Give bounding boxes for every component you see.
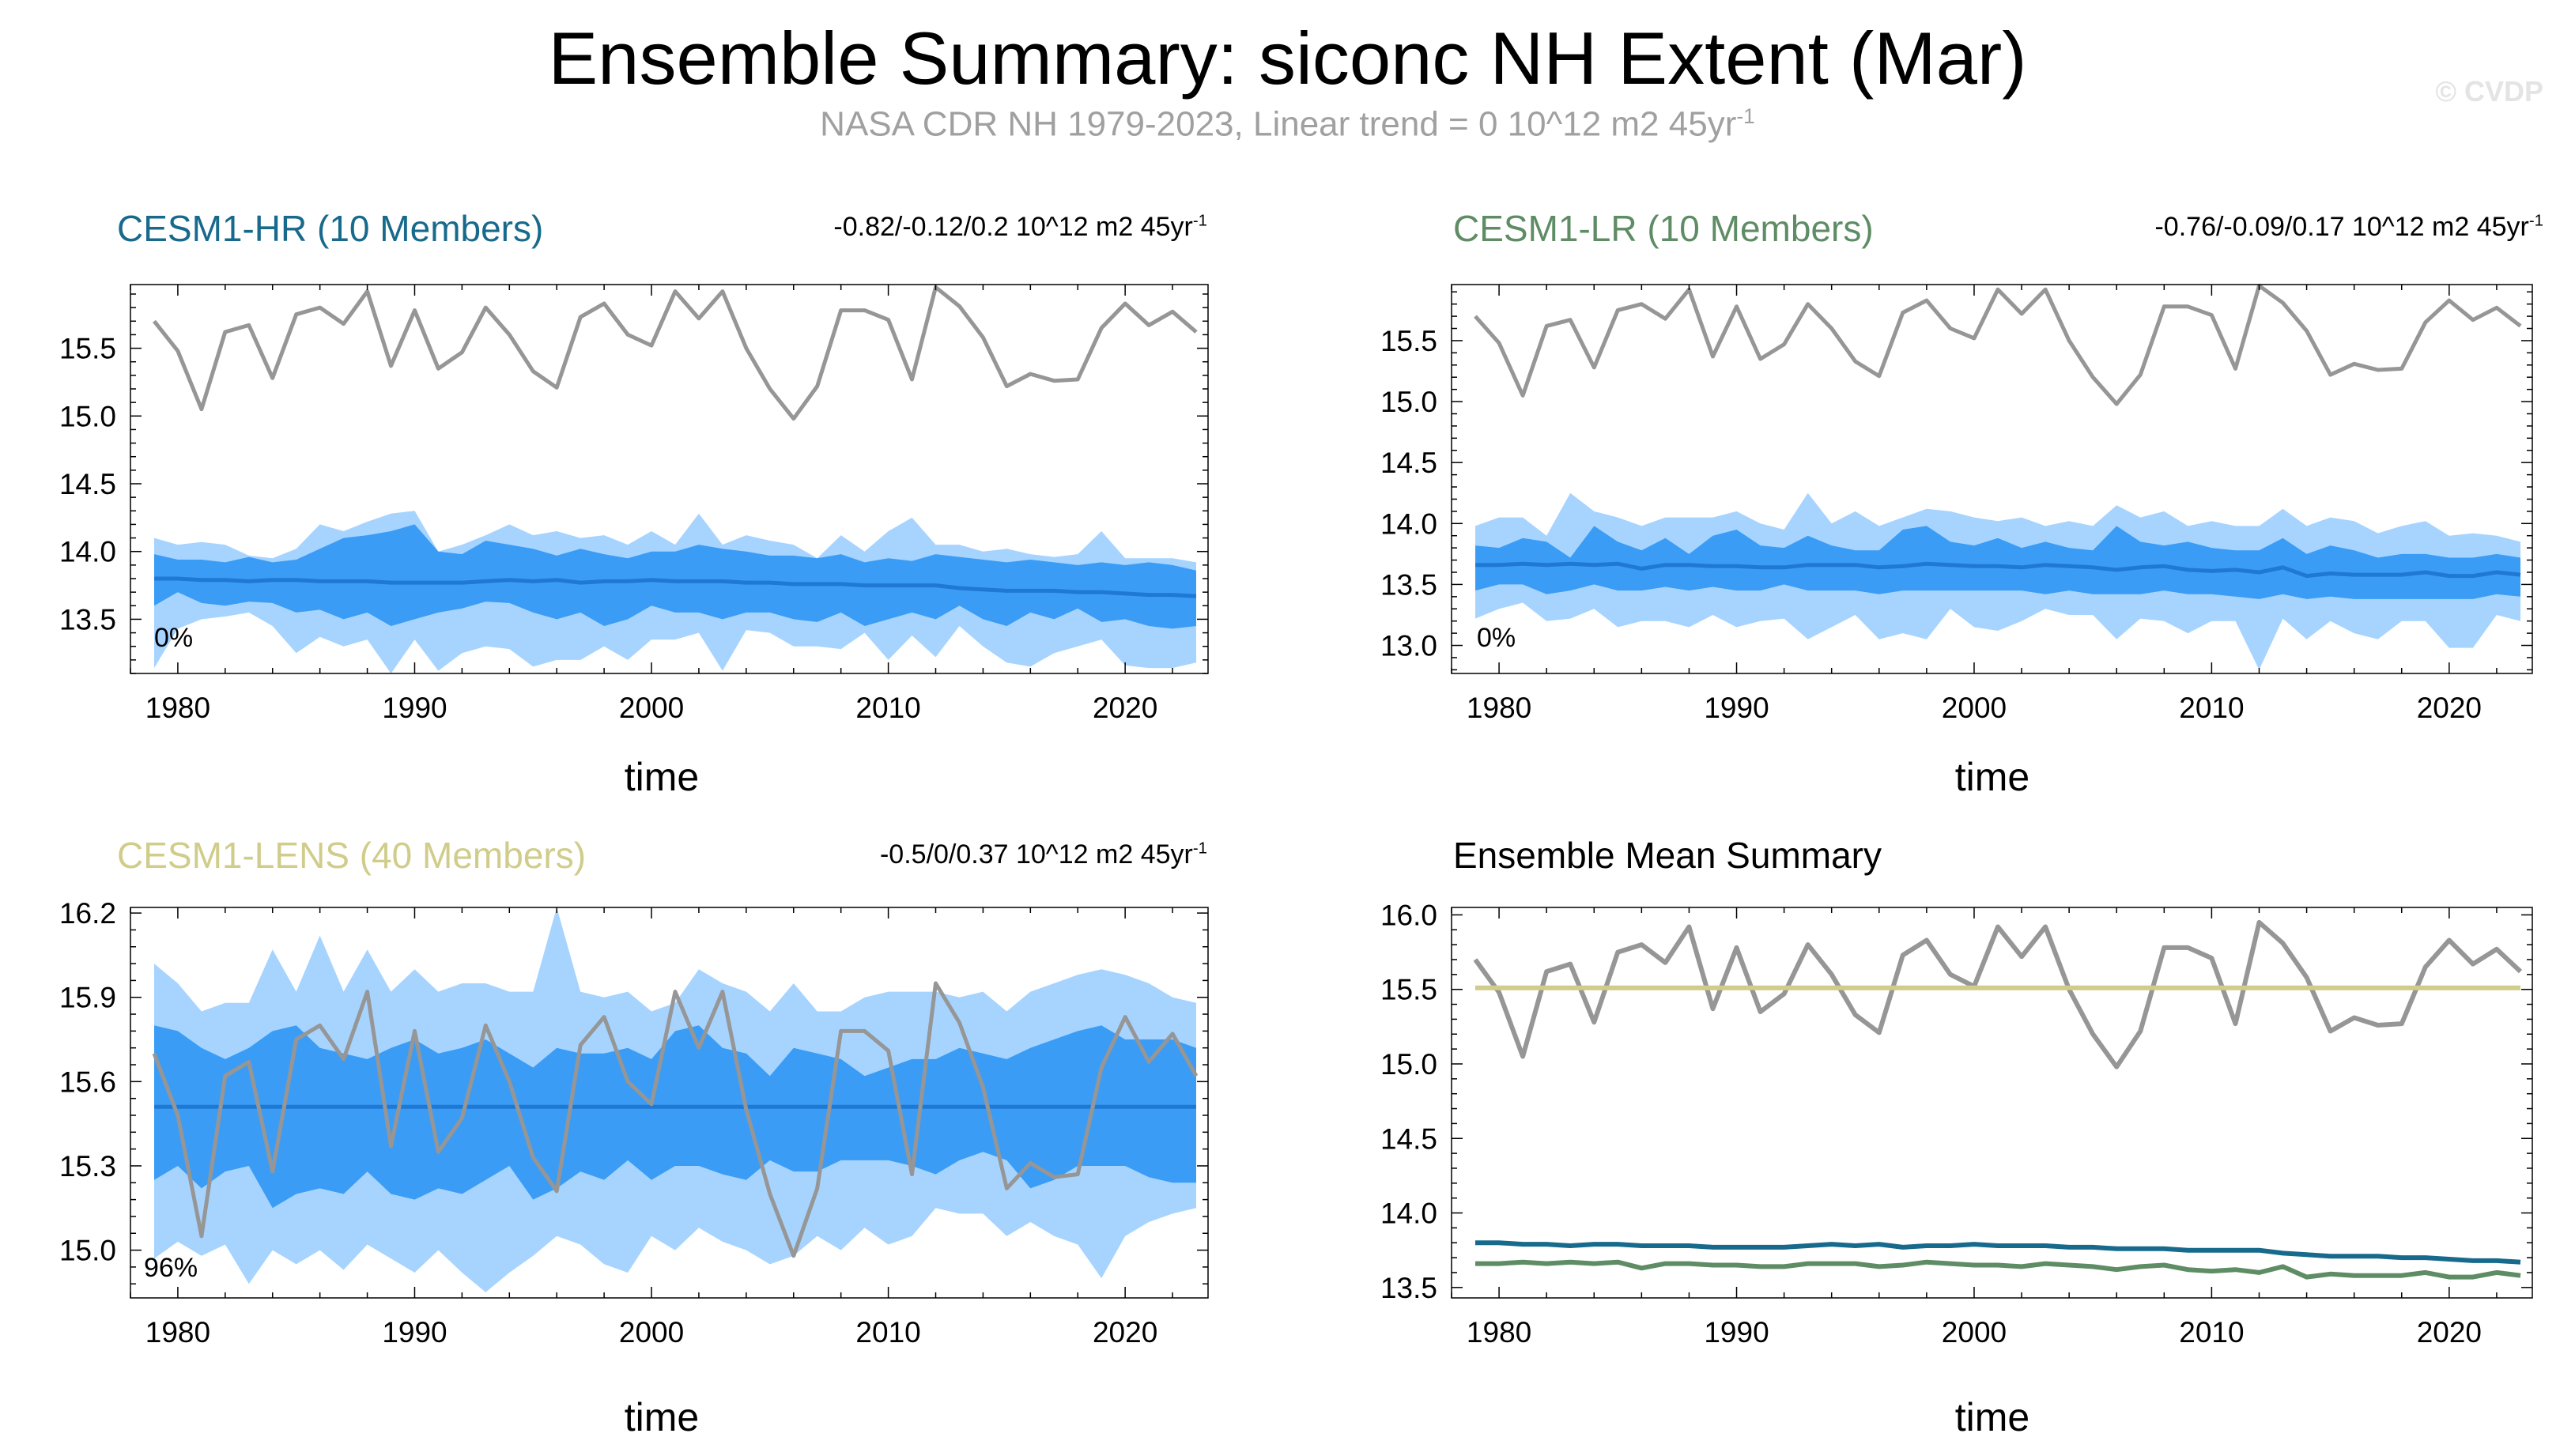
- band-10-90: [154, 1025, 1196, 1209]
- trend-exponent: -1: [2528, 212, 2543, 230]
- x-tick-label: 2020: [2417, 1316, 2482, 1348]
- x-axis-title: time: [1955, 755, 2029, 799]
- ensemble-mean-line: [1475, 561, 2521, 579]
- y-tick-label: 13.5: [1380, 568, 1437, 601]
- trend-exponent: -1: [1192, 839, 1207, 858]
- y-tick-label: 13.0: [1380, 630, 1437, 662]
- y-tick-label: 14.5: [1380, 1122, 1437, 1155]
- percent-label: 96%: [144, 1253, 198, 1283]
- x-tick-label: 1990: [1704, 1316, 1769, 1348]
- panel-trend-lens: -0.5/0/0.37 10^12 m2 45yr-1: [880, 839, 1207, 870]
- x-tick-label: 1990: [382, 1316, 447, 1348]
- x-tick-label: 2010: [855, 692, 920, 724]
- trend-exponent: -1: [1192, 212, 1207, 230]
- y-tick-label: 14.0: [1380, 507, 1437, 540]
- y-tick-label: 15.6: [59, 1066, 116, 1098]
- watermark: © CVDP: [2435, 75, 2543, 108]
- plot-frame: [130, 284, 1209, 674]
- chart-ensemble-mean-summary: 1980 1990 2000 2010 2020 13.5 14.0 14.5 15.0 15.5…: [1380, 899, 2533, 1439]
- percent-label: 0%: [154, 623, 193, 653]
- y-tick-label: 15.5: [59, 333, 116, 365]
- x-tick-label: 2000: [1942, 692, 2007, 724]
- y-tick-label: 16.2: [59, 897, 116, 930]
- percent-label: 0%: [1477, 623, 1516, 653]
- y-tick-label: 14.0: [1380, 1198, 1437, 1230]
- observations-line: [153, 285, 1198, 421]
- y-tick-label: 14.0: [59, 536, 116, 568]
- ensemble-mean-line: [154, 576, 1197, 598]
- trend-text: -0.5/0/0.37 10^12 m2 45yr: [879, 839, 1193, 869]
- panel-title-summary: Ensemble Mean Summary: [1453, 835, 1882, 876]
- y-tick-label: 15.5: [1380, 974, 1437, 1006]
- y-tick-label: 13.5: [1380, 1272, 1437, 1304]
- x-tick-label: 2020: [2417, 692, 2482, 724]
- subtitle-exponent: -1: [1736, 104, 1755, 128]
- x-axis-title: time: [1955, 1395, 2029, 1439]
- panel-title-lens: CESM1-LENS (40 Members): [117, 835, 587, 876]
- y-tick-label: 15.0: [1380, 386, 1437, 418]
- panel-title-lr: CESM1-LR (10 Members): [1453, 208, 1874, 249]
- y-tick-label: 15.0: [59, 1235, 116, 1267]
- chart-cesm1-lr: 1980 1990 2000 2010 2020 13.0 13.5 14.0 14.5 15.0…: [1380, 284, 2533, 799]
- x-tick-label: 1980: [1467, 1316, 1531, 1348]
- trend-text: -0.76/-0.09/0.17 10^12 m2 45yr: [2154, 212, 2529, 242]
- band-10-90: [154, 524, 1196, 629]
- x-tick-label: 2000: [1942, 1316, 2007, 1348]
- y-tick-label: 14.5: [59, 468, 116, 500]
- panel-trend-hr: -0.82/-0.12/0.2 10^12 m2 45yr-1: [833, 212, 1207, 243]
- x-tick-label: 1980: [145, 692, 210, 724]
- chart-cesm1-lens: 1980 1990 2000 2010 2020 15.0 15.3 15.6 15.9 16.2…: [59, 897, 1209, 1439]
- y-tick-label: 14.5: [1380, 447, 1437, 479]
- y-tick-label: 15.3: [59, 1150, 116, 1183]
- plot-frame: [130, 907, 1209, 1299]
- series-line-observations: [1473, 919, 2523, 1069]
- y-tick-label: 15.0: [59, 400, 116, 432]
- x-tick-label: 2020: [1093, 692, 1157, 724]
- subtitle-text: NASA CDR NH 1979-2023, Linear trend = 0 …: [820, 104, 1737, 144]
- page-subtitle: NASA CDR NH 1979-2023, Linear trend = 0 …: [0, 104, 2575, 145]
- y-tick-label: 15.0: [1380, 1048, 1437, 1081]
- y-tick-label: 13.5: [59, 603, 116, 636]
- band-10-90: [1475, 526, 2520, 599]
- y-tick-label: 16.0: [1380, 899, 1437, 931]
- plot-frame: [1451, 907, 2533, 1299]
- y-tick-label: 15.9: [59, 982, 116, 1014]
- panel-title-hr: CESM1-HR (10 Members): [117, 208, 544, 249]
- y-tick-label: 15.5: [1380, 325, 1437, 357]
- x-tick-label: 2010: [2179, 1316, 2244, 1348]
- trend-text: -0.82/-0.12/0.2 10^12 m2 45yr: [833, 212, 1193, 242]
- x-tick-label: 2000: [619, 1316, 684, 1348]
- x-axis-title: time: [625, 1395, 699, 1439]
- x-axis-title: time: [625, 755, 699, 799]
- observations-line: [152, 981, 1199, 1258]
- page-title: Ensemble Summary: siconc NH Extent (Mar): [548, 17, 2027, 100]
- plot-frame: [1451, 284, 2533, 674]
- panel-trend-lr: -0.76/-0.09/0.17 10^12 m2 45yr-1: [2154, 212, 2543, 243]
- x-tick-label: 2000: [619, 692, 684, 724]
- series-line-cesm1-hr: [1475, 1240, 2521, 1265]
- x-tick-label: 2020: [1093, 1316, 1157, 1348]
- observations-line: [1474, 284, 2522, 406]
- x-tick-label: 2010: [2179, 692, 2244, 724]
- x-tick-label: 1990: [1704, 692, 1769, 724]
- x-tick-label: 1980: [145, 1316, 210, 1348]
- series-line-cesm1-lr: [1475, 1259, 2521, 1280]
- x-tick-label: 2010: [855, 1316, 920, 1348]
- x-tick-label: 1990: [382, 692, 447, 724]
- x-tick-label: 1980: [1467, 692, 1531, 724]
- chart-cesm1-hr: 1980 1990 2000 2010 2020 13.5 14.0 14.5 15.0 15.5…: [59, 284, 1209, 799]
